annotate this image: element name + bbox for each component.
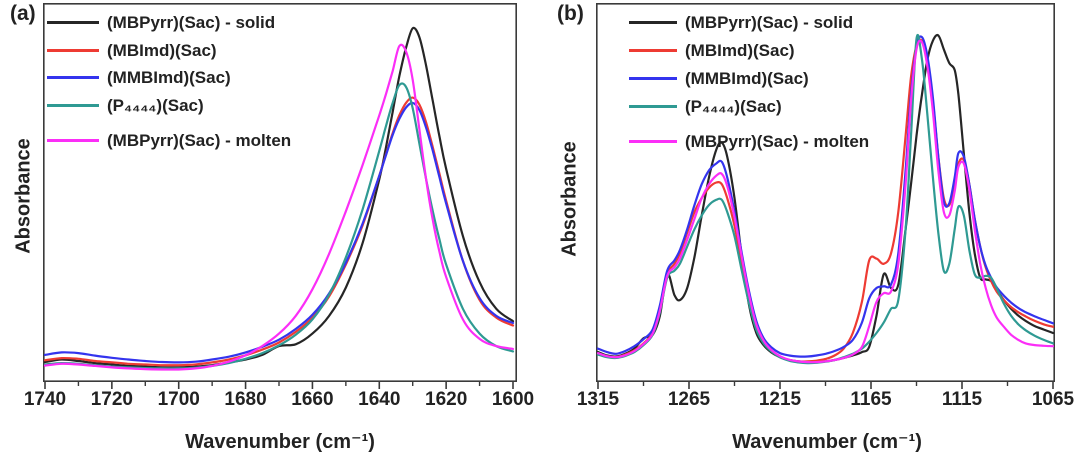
legend-item-label: (MBPyrr)(Sac) - molten	[685, 131, 870, 151]
x-tick-label: 1620	[425, 389, 468, 410]
x-tick-label: 1265	[667, 389, 711, 410]
legend-item-label: (MBImd)(Sac)	[685, 40, 795, 60]
panel-b-x-axis-title: Wavenumber (cm⁻¹)	[732, 431, 922, 453]
x-tick-label: 1315	[576, 389, 620, 410]
legend-item: (MBImd)(Sac)	[629, 37, 795, 63]
legend-line-swatch	[47, 138, 99, 142]
x-tick-label: 1720	[90, 389, 133, 410]
x-tick-label: 1600	[491, 389, 535, 410]
legend-line-swatch	[629, 104, 677, 108]
legend-item: (MBPyrr)(Sac) - molten	[629, 128, 869, 154]
panel-a-plot	[43, 3, 517, 389]
panel-b-y-axis-title: Absorbance	[558, 141, 581, 257]
legend-item-label: (MBPyrr)(Sac) - molten	[107, 130, 292, 150]
legend-item: (MBPyrr)(Sac) - molten	[47, 127, 291, 153]
legend-line-swatch	[47, 20, 99, 24]
legend-item: (MBPyrr)(Sac) - solid	[629, 9, 853, 35]
x-tick-label: 1165	[850, 389, 892, 410]
legend-item: (P₄₄₄₄)(Sac)	[629, 93, 782, 119]
series-line-4	[596, 39, 1055, 364]
x-tick-label: 1215	[758, 389, 802, 410]
legend-line-swatch	[629, 76, 677, 80]
legend-item-label: (MBPyrr)(Sac) - solid	[685, 12, 854, 32]
legend-item-label: (MMBImd)(Sac)	[685, 68, 809, 88]
panel-a-y-axis-title: Absorbance	[12, 138, 35, 254]
legend-item: (MMBImd)(Sac)	[629, 65, 809, 91]
legend-item-label: (P₄₄₄₄)(Sac)	[107, 95, 204, 115]
legend-item: (MBPyrr)(Sac) - solid	[47, 9, 275, 35]
x-tick-label: 1660	[291, 389, 334, 410]
legend-item-label: (P₄₄₄₄)(Sac)	[685, 96, 782, 116]
panel-b-label: (b)	[557, 2, 584, 25]
series-line-4	[43, 43, 515, 371]
legend-item: (MBImd)(Sac)	[47, 37, 217, 63]
legend-item-label: (MBImd)(Sac)	[107, 40, 217, 60]
legend-item-label: (MBPyrr)(Sac) - solid	[107, 12, 276, 32]
legend-line-swatch	[47, 48, 99, 52]
x-tick-label: 1065	[1031, 389, 1075, 410]
legend-line-swatch	[629, 20, 677, 24]
x-tick-label: 1115	[941, 389, 983, 410]
x-tick-label: 1700	[157, 389, 200, 410]
x-tick-label: 1640	[358, 389, 401, 410]
panel-a-x-axis-title: Wavenumber (cm⁻¹)	[185, 431, 375, 453]
legend-line-swatch	[47, 103, 99, 107]
x-tick-label: 1740	[23, 389, 67, 410]
series-line-0	[43, 26, 515, 369]
legend-line-swatch	[629, 48, 677, 52]
legend-item-label: (MMBImd)(Sac)	[107, 67, 231, 87]
plot-frame	[43, 3, 517, 382]
legend-item: (P₄₄₄₄)(Sac)	[47, 92, 204, 118]
panel-b-plot	[596, 3, 1055, 389]
panel-a-label: (a)	[10, 2, 36, 25]
x-tick-label: 1680	[224, 389, 267, 410]
legend-line-swatch	[47, 75, 99, 79]
legend-line-swatch	[629, 139, 677, 143]
series-line-2	[596, 35, 1055, 358]
legend-item: (MMBImd)(Sac)	[47, 64, 231, 90]
